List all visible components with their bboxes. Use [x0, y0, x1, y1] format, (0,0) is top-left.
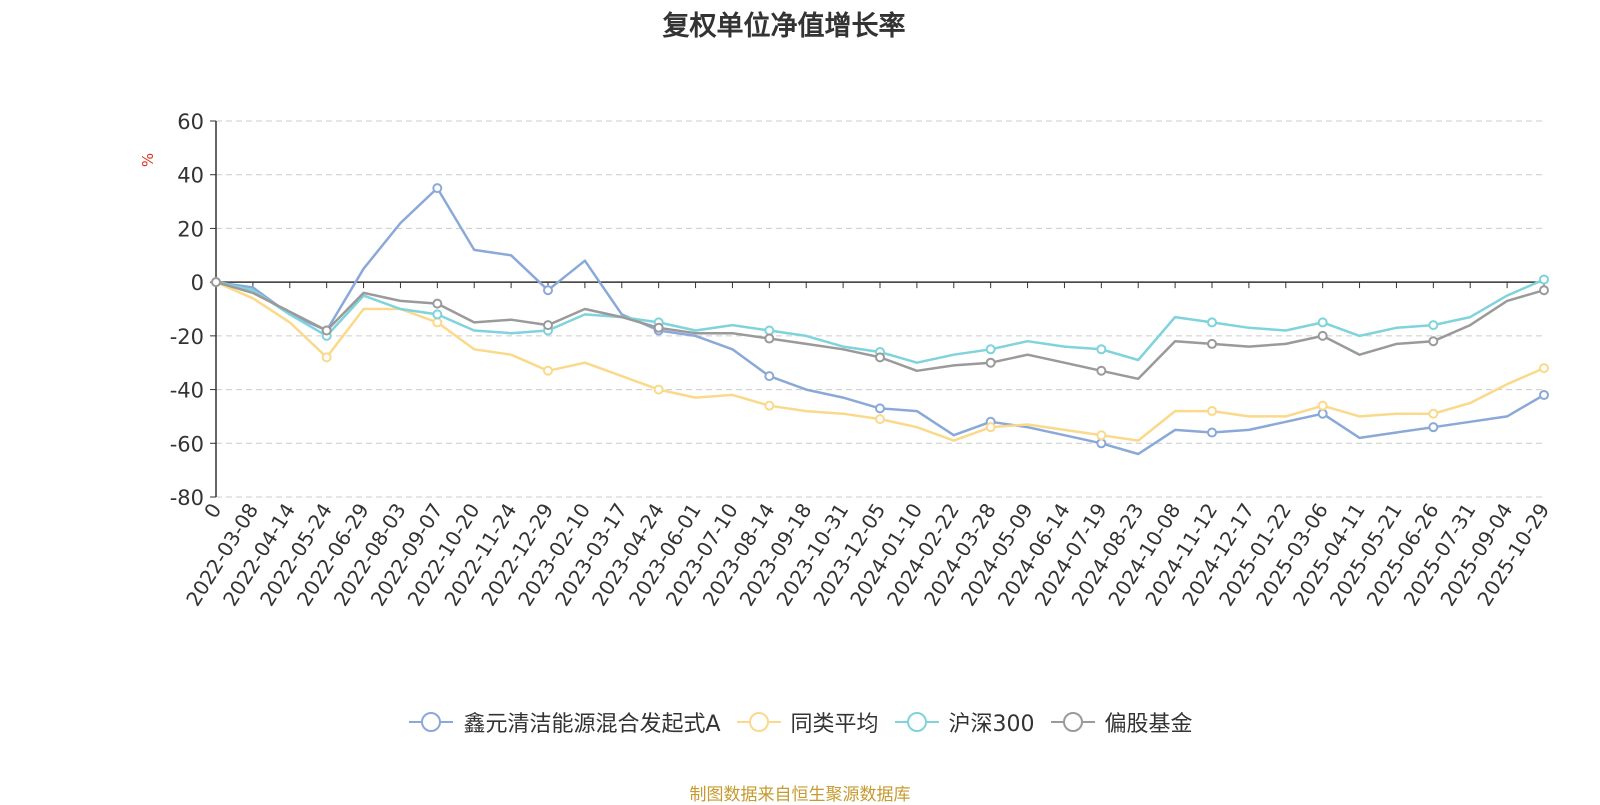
data-point — [1207, 427, 1217, 438]
data-point — [432, 183, 443, 194]
data-point — [1428, 320, 1439, 331]
legend-item[interactable]: 鑫元清洁能源混合发起式A — [407, 706, 721, 738]
data-point — [543, 365, 553, 376]
data-point — [1317, 400, 1328, 411]
axis-layer: 6040200-20-40-60-8002022-03-082022-04-14… — [170, 110, 1555, 610]
chart-title: 复权单位净值增长率 — [662, 11, 906, 42]
data-point — [1317, 408, 1328, 419]
y-tick-label: 60 — [177, 110, 204, 134]
data-point — [321, 352, 332, 363]
data-point — [764, 400, 775, 411]
legend-item[interactable]: 沪深300 — [893, 706, 1035, 738]
data-point — [1096, 438, 1107, 449]
data-point — [1207, 338, 1217, 349]
data-point — [1539, 363, 1549, 374]
y-tick-label: -60 — [170, 432, 204, 456]
data-point — [432, 309, 443, 320]
legend-label: 鑫元清洁能源混合发起式A — [463, 712, 721, 737]
data-point — [875, 403, 885, 414]
data-point — [985, 422, 996, 433]
data-point — [1096, 365, 1107, 376]
data-point — [1539, 274, 1549, 285]
x-tick-label: 0 — [199, 499, 226, 523]
legend-marker-icon — [736, 712, 781, 732]
data-point — [875, 414, 885, 425]
legend-item[interactable]: 偏股基金 — [1049, 706, 1193, 738]
data-point — [543, 285, 553, 296]
legend-marker-icon — [894, 712, 939, 732]
data-point — [1539, 389, 1549, 400]
data-point — [432, 298, 443, 309]
grid-layer — [216, 120, 1544, 498]
data-point — [543, 320, 553, 331]
y-tick-label: -20 — [170, 325, 204, 349]
data-point — [1317, 330, 1328, 341]
series-layer — [211, 183, 1549, 456]
data-point — [764, 371, 775, 382]
data-point — [1207, 406, 1217, 417]
y-tick-label: 20 — [177, 217, 204, 241]
legend: 鑫元清洁能源混合发起式A 同类平均 沪深300 偏股基金 — [0, 706, 1600, 738]
y-tick-label: 0 — [191, 271, 204, 295]
data-point — [875, 352, 885, 363]
data-point — [764, 325, 775, 336]
data-point — [321, 325, 332, 336]
line-chart: 6040200-20-40-60-8002022-03-082022-04-14… — [139, 110, 1555, 610]
data-point — [653, 322, 664, 333]
data-point — [1428, 422, 1439, 433]
data-point — [1428, 336, 1439, 347]
legend-item[interactable]: 同类平均 — [735, 706, 879, 738]
y-tick-label: -40 — [170, 379, 204, 403]
data-point — [653, 384, 664, 395]
data-point — [1207, 317, 1217, 328]
data-point — [1096, 344, 1107, 355]
data-point — [985, 357, 996, 368]
data-point — [764, 333, 775, 344]
data-point — [1317, 317, 1328, 328]
data-point — [1428, 408, 1439, 419]
data-point — [1539, 285, 1549, 296]
y-tick-label: 40 — [177, 164, 204, 188]
data-point — [432, 317, 443, 328]
data-point — [1096, 430, 1107, 441]
data-point — [985, 344, 996, 355]
y-axis-unit: % — [139, 153, 157, 167]
legend-marker-icon — [409, 712, 454, 732]
data-point — [211, 277, 221, 288]
legend-label: 偏股基金 — [1104, 712, 1193, 737]
legend-label: 同类平均 — [790, 712, 879, 737]
y-tick-label: -80 — [170, 486, 204, 510]
source-note: 制图数据来自恒生聚源数据库 — [689, 785, 911, 805]
legend-label: 沪深300 — [948, 712, 1035, 737]
legend-marker-icon — [1050, 712, 1095, 732]
